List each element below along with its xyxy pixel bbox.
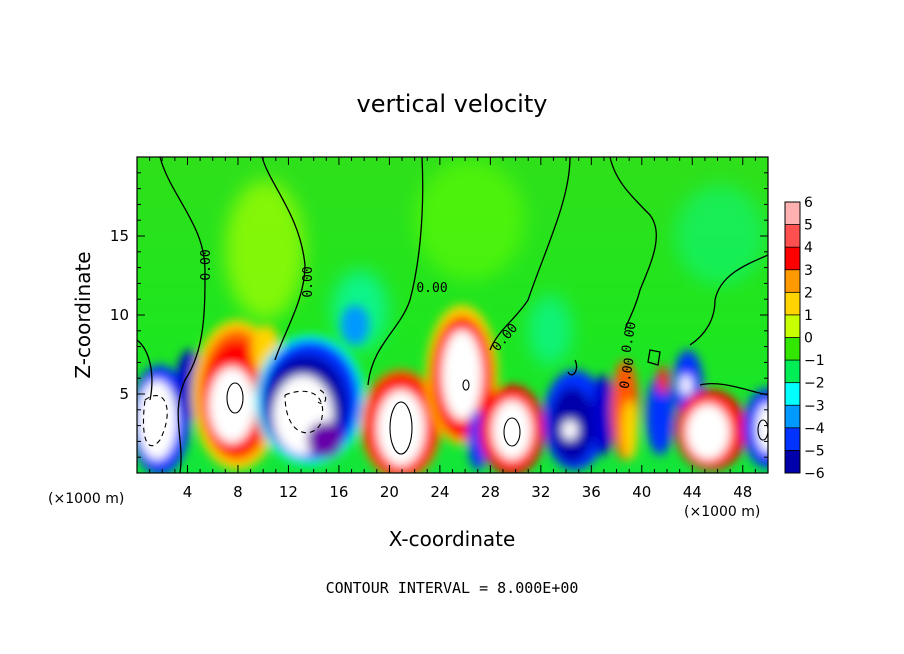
x-tick-label: 12 (279, 483, 298, 501)
x-tick-label: 24 (430, 483, 449, 501)
colorbar-label: −6 (804, 466, 825, 482)
x-axis-label: X-coordinate (389, 527, 516, 551)
velocity-field (137, 157, 768, 473)
colorbar: 6 5 4 3 2 1 0 −1 −2 −3 −4 −5 −6 (784, 195, 825, 482)
contour-label: 0.00 (301, 266, 316, 297)
x-tick-label: 4 (183, 483, 193, 501)
x-tick-label: 48 (733, 483, 752, 501)
x-unit-right: (×1000 m) (684, 504, 760, 520)
upper-tints (225, 160, 765, 365)
colorbar-swatch (785, 224, 800, 248)
colorbar-label: −5 (804, 443, 825, 459)
y-tick-label: 5 (119, 385, 129, 403)
colorbar-label: −1 (804, 353, 825, 369)
colorbar-swatch (785, 427, 800, 451)
contour-label: 0.00 (619, 321, 639, 354)
colorbar-label: 5 (804, 218, 813, 234)
colorbar-swatch (785, 450, 800, 474)
contour-label: 0.00 (416, 281, 447, 296)
contour-labels: 0.00 0.00 0.00 0.00 0.00 0.00 (199, 249, 640, 390)
colorbar-swatch (785, 360, 800, 384)
colorbar-swatch (785, 405, 800, 429)
contour-label: 0.00 (617, 357, 637, 390)
x-axis: 4 8 12 16 20 24 28 32 36 40 44 48 (149, 157, 756, 501)
zero-contours (137, 157, 768, 473)
colorbar-swatch (785, 337, 800, 361)
chart-title: vertical velocity (357, 90, 548, 118)
x-tick-label: 32 (531, 483, 550, 501)
colorbar-swatch (785, 292, 800, 316)
negative-contours (142, 389, 327, 447)
y-tick-label: 10 (110, 306, 129, 324)
colorbar-swatch (785, 247, 800, 271)
positive-contours (226, 379, 768, 455)
x-tick-label: 28 (481, 483, 500, 501)
colorbar-label: −3 (804, 398, 825, 414)
x-tick-label: 8 (233, 483, 243, 501)
x-tick-label: 44 (683, 483, 702, 501)
y-axis: 5 10 15 (110, 172, 768, 458)
colorbar-swatch (785, 269, 800, 293)
colorbar-swatch (785, 202, 800, 226)
colorbar-swatch (785, 314, 800, 338)
colorbar-label: −4 (804, 421, 825, 437)
colorbar-label: 0 (804, 331, 813, 347)
colorbar-label: 1 (804, 308, 813, 324)
y-tick-label: 15 (110, 227, 129, 245)
colorbar-swatch (785, 382, 800, 406)
x-tick-label: 36 (582, 483, 601, 501)
y-axis-label: Z-coordinate (71, 251, 95, 378)
contour-interval-note: CONTOUR INTERVAL = 8.000E+00 (326, 579, 579, 597)
colorbar-label: 3 (804, 263, 813, 279)
contour-label: 0.00 (199, 249, 214, 280)
x-unit-left: (×1000 m) (48, 491, 124, 507)
colorbar-label: 4 (804, 240, 813, 256)
colorbar-label: 2 (804, 285, 813, 301)
x-tick-label: 16 (329, 483, 348, 501)
colorbar-label: −2 (804, 376, 825, 392)
colorbar-label: 6 (804, 195, 813, 211)
x-tick-label: 20 (380, 483, 399, 501)
x-tick-label: 40 (632, 483, 651, 501)
